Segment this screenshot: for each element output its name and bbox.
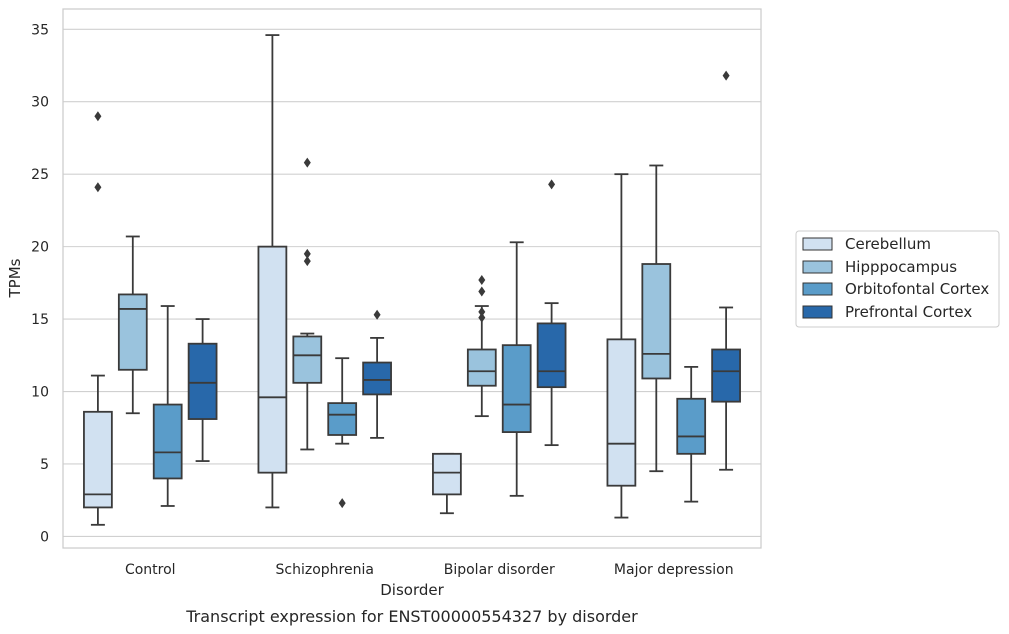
box-group [606, 173, 637, 519]
box [676, 397, 707, 455]
y-tick-label: 0 [40, 529, 49, 545]
box-series [83, 34, 741, 526]
legend: Cerebellum Hipppocampus Orbitofontal Cor… [795, 230, 1000, 328]
y-tick-label: 35 [31, 22, 49, 38]
outlier-point [338, 498, 346, 509]
legend-item-prefrontal-cortex: Prefrontal Cortex [802, 303, 972, 321]
legend-swatch [802, 282, 833, 296]
x-tick-label: Control [125, 562, 176, 578]
chart-caption: Transcript expression for ENST0000055432… [185, 607, 638, 626]
box-group [362, 309, 392, 439]
legend-swatch [802, 260, 833, 274]
y-axis-label: TPMs [6, 258, 24, 298]
box-group [676, 365, 707, 503]
x-tick-label: Schizophrenia [276, 562, 374, 578]
outlier-point [373, 309, 381, 320]
y-tick-label: 25 [31, 167, 49, 183]
y-tick-labels: 0 5 10 15 20 25 30 35 [31, 22, 49, 545]
outlier-point [722, 70, 730, 81]
box-group [432, 452, 462, 515]
box-group [711, 70, 741, 471]
box [257, 245, 288, 474]
box [152, 403, 183, 480]
y-tick-label: 30 [31, 95, 49, 111]
box [187, 342, 218, 420]
x-tick-label: Major depression [614, 562, 734, 578]
legend-label: Cerebellum [845, 235, 931, 253]
outlier-point [94, 111, 102, 122]
box [606, 338, 637, 487]
box [83, 410, 113, 509]
box [327, 402, 358, 436]
legend-label: Hipppocampus [845, 258, 957, 276]
y-tick-label: 5 [40, 457, 49, 473]
legend-item-cerebellum: Cerebellum [802, 235, 931, 253]
box-group [501, 241, 532, 497]
legend-swatch [802, 305, 833, 319]
y-tick-label: 15 [31, 312, 49, 328]
box [292, 335, 323, 384]
box-group [466, 274, 497, 418]
box-group [117, 235, 148, 415]
outlier-point [548, 179, 556, 190]
legend-label: Orbitofontal Cortex [845, 280, 989, 298]
series-hipppocampus [117, 157, 672, 473]
box-group [83, 111, 113, 526]
box-group [292, 157, 323, 451]
y-tick-label: 20 [31, 240, 49, 256]
outlier-point [478, 306, 486, 317]
outlier-point [303, 157, 311, 168]
box [501, 344, 532, 433]
box-group [327, 357, 358, 509]
legend-swatch [802, 237, 833, 251]
legend-label: Prefrontal Cortex [845, 303, 972, 321]
box [362, 361, 392, 396]
box [432, 452, 462, 496]
outlier-point [478, 286, 486, 297]
box [117, 293, 148, 371]
outlier-point [303, 256, 311, 267]
box [466, 348, 497, 387]
x-tick-labels: Control Schizophrenia Bipolar disorder Majo… [125, 562, 734, 578]
legend-item-hippocampus: Hipppocampus [802, 258, 957, 276]
outlier-point [94, 182, 102, 193]
x-axis-label: Disorder [380, 581, 444, 599]
box-group [536, 179, 567, 447]
series-orbitofontal-cortex [152, 241, 707, 509]
box-group [641, 164, 672, 473]
box-group [257, 34, 288, 509]
box-group [187, 318, 218, 462]
series-prefrontal-cortex [187, 70, 741, 471]
outlier-point [478, 312, 486, 323]
series-cerebellum [83, 34, 637, 526]
box [711, 348, 741, 403]
y-tick-label: 10 [31, 385, 49, 401]
box-group [152, 305, 183, 507]
plot-frame [62, 8, 762, 549]
x-tick-label: Bipolar disorder [444, 562, 555, 578]
outlier-point [478, 274, 486, 285]
legend-item-orbitofontal-cortex: Orbitofontal Cortex [802, 280, 989, 298]
box [536, 322, 567, 389]
box [641, 263, 672, 380]
outlier-point [303, 248, 311, 259]
legend-frame [795, 230, 1000, 328]
